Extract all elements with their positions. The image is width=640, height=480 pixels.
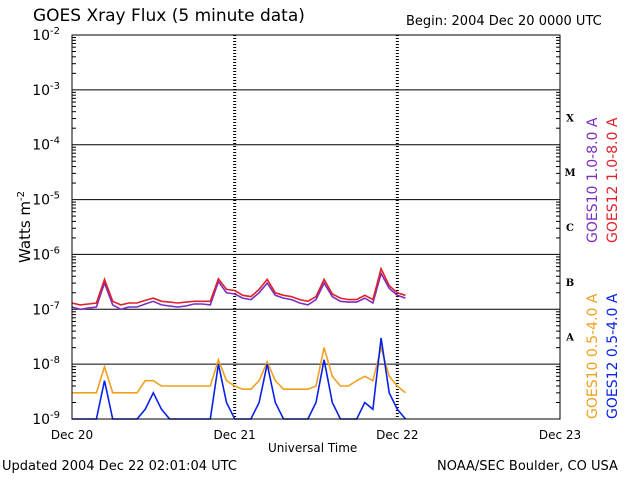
y-tick-label: 10-9 (32, 410, 60, 428)
y-tick-label: 10-2 (32, 26, 60, 44)
chart-title: GOES Xray Flux (5 minute data) (33, 6, 305, 26)
x-tick-label: Dec 21 (214, 428, 256, 442)
y-tick-label: 10-5 (32, 191, 60, 209)
y-axis-label: Watts m-2 (16, 190, 34, 263)
y-tick-label: 10-7 (32, 300, 60, 318)
y-tick-label: 10-6 (32, 245, 60, 263)
series-line-2 (72, 344, 407, 394)
flare-class-label: C (566, 223, 574, 234)
updated-time: Updated 2004 Dec 22 02:01:04 UTC (2, 459, 237, 474)
series-line-0 (71, 271, 406, 311)
x-tick-label: Dec 22 (376, 428, 418, 442)
flare-class-label: X (566, 113, 574, 124)
legend-goes12-short: GOES12 0.5-4.0 A (605, 293, 621, 419)
plot-frame (71, 34, 561, 420)
flare-class-label: A (565, 333, 574, 344)
series-line-1 (71, 266, 406, 306)
y-tick-label: 10-3 (32, 81, 60, 99)
legend-goes10-short: GOES10 0.5-4.0 A (585, 293, 601, 419)
begin-time: Begin: 2004 Dec 20 0000 UTC (406, 14, 602, 29)
x-axis-label: Universal Time (268, 441, 358, 455)
series-line-3 (72, 337, 407, 420)
credit: NOAA/SEC Boulder, CO USA (437, 459, 618, 474)
legend-goes12-long: GOES12 1.0-8.0 A (605, 117, 621, 243)
x-tick-label: Dec 23 (539, 428, 581, 442)
legend-goes10-long: GOES10 1.0-8.0 A (585, 117, 601, 243)
flare-class-label: M (564, 168, 575, 179)
y-tick-label: 10-4 (32, 136, 60, 154)
y-tick-label: 10-8 (32, 355, 60, 373)
flare-class-label: B (566, 278, 574, 289)
x-tick-label: Dec 20 (51, 428, 93, 442)
